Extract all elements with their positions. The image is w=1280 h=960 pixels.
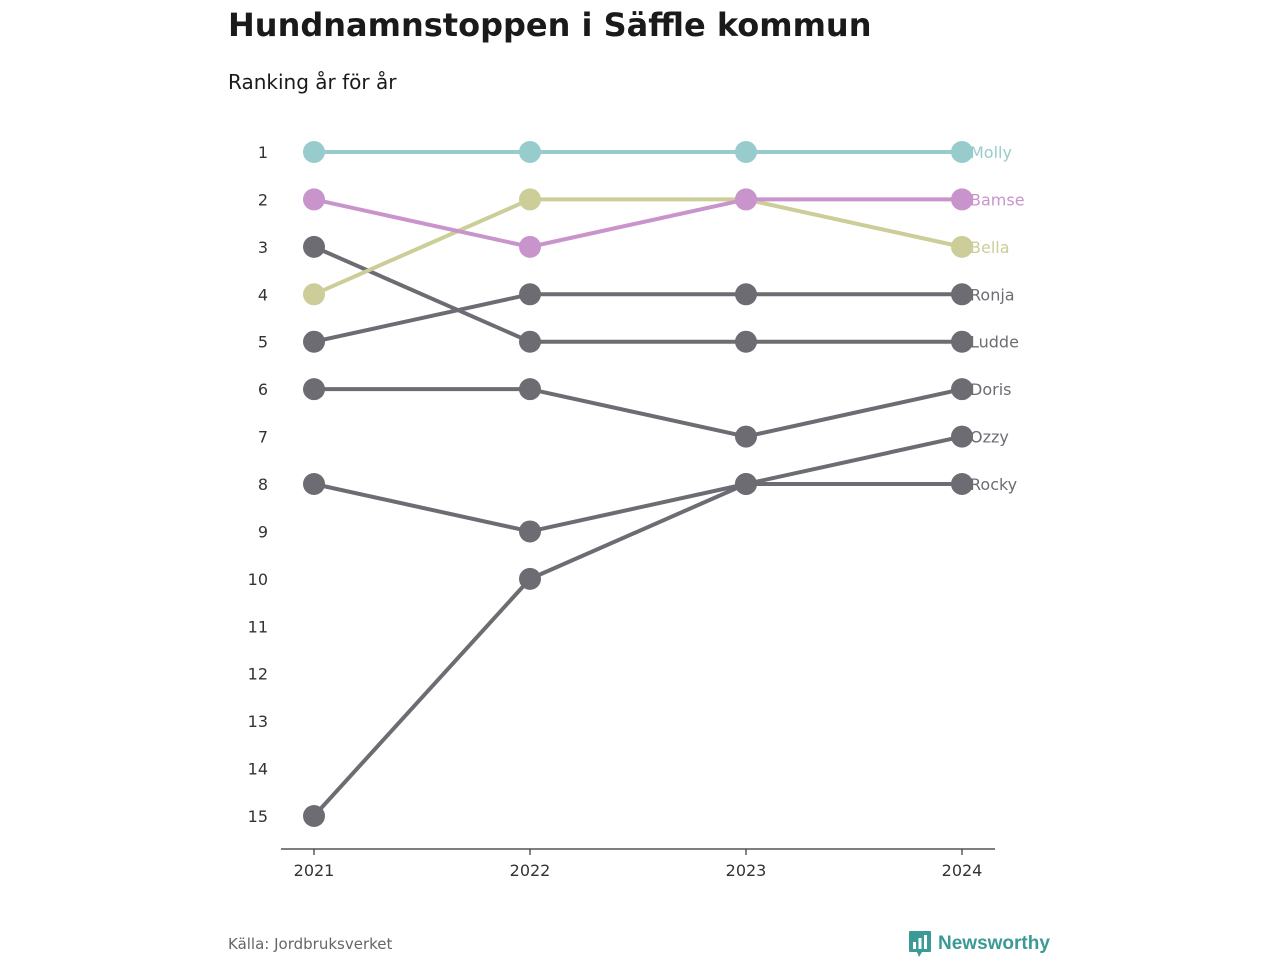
- data-point-bamse-2022: [519, 235, 541, 258]
- data-point-ozzy-2021: [303, 805, 325, 828]
- series-line-ludde: [313, 245, 962, 344]
- series-label-ozzy: Ozzy: [970, 428, 1009, 447]
- data-point-ronja-2021: [303, 330, 325, 353]
- x-tick-label-2024: 2024: [942, 861, 983, 880]
- y-tick-label-4: 4: [258, 285, 268, 304]
- data-point-ronja-2022: [519, 283, 541, 306]
- series-label-rocky: Rocky: [970, 475, 1017, 494]
- series-ludde: Ludde: [303, 235, 1019, 353]
- series-ronja: Ronja: [303, 283, 1015, 353]
- x-tick-label-2021: 2021: [294, 861, 335, 880]
- x-axis: 2021 2022 2023 2024: [281, 848, 995, 880]
- data-point-rocky-2023: [735, 473, 757, 496]
- y-tick-label-10: 10: [248, 570, 268, 589]
- series-bamse: Bamse: [303, 188, 1025, 258]
- data-point-bamse-2023: [735, 188, 757, 211]
- data-point-molly-2022: [519, 141, 541, 163]
- data-point-doris-2023: [735, 425, 757, 448]
- y-tick-label-5: 5: [258, 333, 268, 352]
- source-note: Källa: Jordbruksverket: [228, 935, 393, 953]
- y-tick-label-15: 15: [248, 807, 268, 826]
- data-point-ronja-2023: [735, 283, 757, 306]
- series-doris: Doris: [303, 378, 1011, 448]
- series-label-ludde: Ludde: [970, 333, 1019, 352]
- data-point-doris-2022: [519, 378, 541, 401]
- x-tick-label-2022: 2022: [510, 861, 551, 880]
- series-label-bella: Bella: [970, 238, 1010, 257]
- series-line-bamse: [313, 197, 962, 249]
- series-rocky: Rocky: [303, 473, 1017, 543]
- brand-logo: Newsworthy: [908, 930, 1050, 958]
- y-tick-label-11: 11: [248, 617, 268, 636]
- y-tick-label-8: 8: [258, 475, 268, 494]
- data-point-ozzy-2024: [951, 425, 973, 448]
- bar-chart-speech-bubble-icon: [909, 931, 931, 957]
- data-point-rocky-2024: [951, 473, 973, 496]
- series-label-molly: Molly: [970, 143, 1012, 162]
- series-molly: Molly: [303, 141, 1012, 163]
- data-point-ozzy-2022: [519, 567, 541, 590]
- data-point-doris-2024: [951, 378, 973, 401]
- y-tick-label-3: 3: [258, 238, 268, 257]
- chart-subtitle: Ranking år för år: [228, 70, 397, 94]
- series-line-ozzy: [312, 434, 963, 818]
- data-point-rocky-2021: [303, 473, 325, 496]
- series-line-bella: [313, 197, 963, 297]
- data-point-ludde-2022: [519, 330, 541, 353]
- y-tick-label-6: 6: [258, 380, 268, 399]
- data-point-bamse-2021: [303, 188, 325, 211]
- y-tick-label-13: 13: [248, 712, 268, 731]
- data-point-bamse-2024: [951, 188, 973, 211]
- data-point-bella-2022: [519, 188, 541, 211]
- data-point-molly-2023: [735, 141, 757, 163]
- series-line-ronja: [313, 292, 962, 344]
- y-tick-label-1: 1: [258, 143, 268, 162]
- series-line-doris: [314, 387, 963, 439]
- series-label-ronja: Ronja: [970, 285, 1015, 304]
- brand-name: Newsworthy: [938, 933, 1050, 954]
- series-layer: Ronja Ludde Doris Ozzy Rocky Bella Bamse Molly: [303, 141, 1025, 828]
- y-tick-label-12: 12: [248, 665, 268, 684]
- chart-title: Hundnamnstoppen i Säffle kommun: [228, 6, 872, 44]
- data-point-doris-2021: [303, 378, 325, 401]
- data-point-bella-2024: [951, 235, 973, 258]
- data-point-ludde-2023: [735, 330, 757, 353]
- y-tick-label-9: 9: [258, 522, 268, 541]
- data-point-ludde-2024: [951, 330, 973, 353]
- data-point-molly-2021: [303, 141, 325, 163]
- data-point-rocky-2022: [519, 520, 541, 543]
- data-point-ronja-2024: [951, 283, 973, 306]
- series-line-rocky: [313, 482, 962, 534]
- data-point-ludde-2021: [303, 235, 325, 258]
- y-tick-label-14: 14: [248, 760, 268, 779]
- x-tick-label-2023: 2023: [726, 861, 767, 880]
- data-point-bella-2021: [303, 283, 325, 306]
- data-point-molly-2024: [951, 141, 973, 163]
- series-label-doris: Doris: [970, 380, 1011, 399]
- series-label-bamse: Bamse: [970, 190, 1025, 209]
- y-tick-label-2: 2: [258, 190, 268, 209]
- y-tick-label-7: 7: [258, 428, 268, 447]
